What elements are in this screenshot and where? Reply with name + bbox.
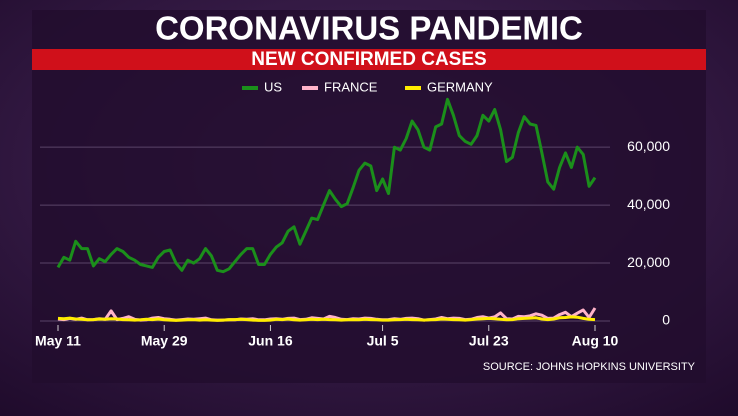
source: SOURCE: JOHNS HOPKINS UNIVERSITY <box>483 361 696 373</box>
series-line <box>57 315 596 322</box>
legend-label: GERMANY <box>427 79 493 94</box>
legend-label: FRANCE <box>324 79 378 94</box>
x-tick-label: Aug 10 <box>572 333 619 349</box>
y-tick-label: 0 <box>662 312 670 328</box>
x-tick-label: May 29 <box>141 333 188 349</box>
chart-title: CORONAVIRUS PANDEMIC <box>155 10 583 47</box>
x-tick-label: Jul 5 <box>367 333 399 349</box>
series-line <box>56 97 597 274</box>
legend-label: US <box>264 79 282 94</box>
x-tick-label: Jun 16 <box>248 333 293 349</box>
y-tick-label: 40,000 <box>627 196 670 212</box>
x-tick-label: Jul 23 <box>469 333 509 349</box>
y-tick-label: 20,000 <box>627 254 670 270</box>
x-tick-label: May 11 <box>35 333 81 349</box>
y-tick-label: 60,000 <box>627 138 670 154</box>
chart-subtitle: NEW CONFIRMED CASES <box>251 49 486 70</box>
subtitle-band <box>32 49 706 70</box>
